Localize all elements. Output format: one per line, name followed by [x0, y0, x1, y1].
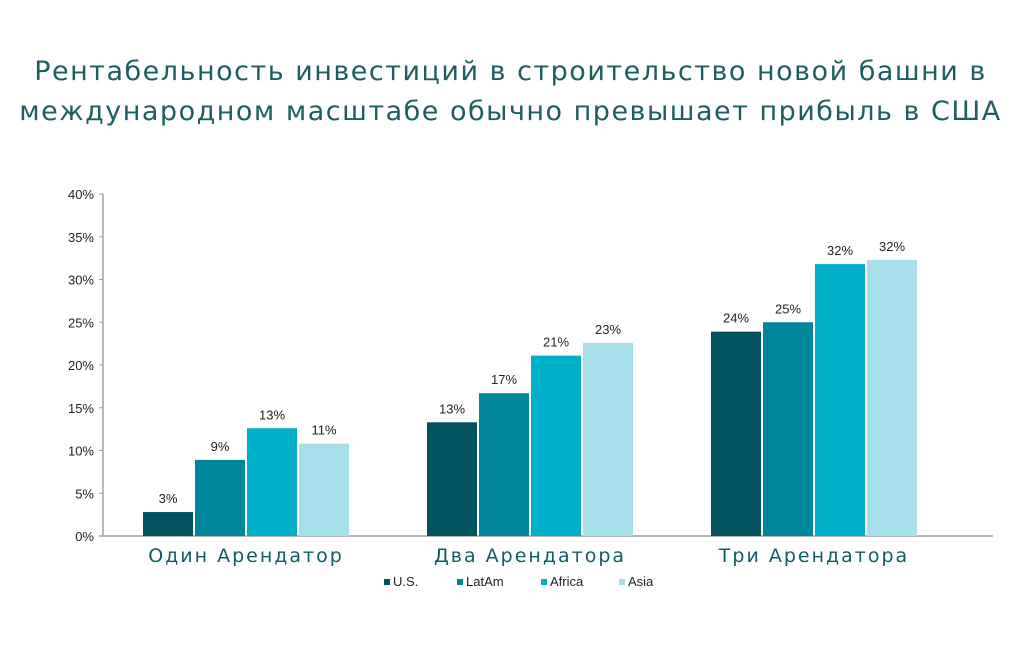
y-tick-label: 0% [75, 529, 94, 544]
y-tick-label: 40% [68, 187, 94, 202]
bar-africa [815, 264, 865, 536]
data-label: 13% [259, 407, 285, 422]
data-label: 25% [775, 301, 801, 316]
bar-us [143, 512, 193, 536]
data-label: 32% [827, 243, 853, 258]
bar-us [427, 422, 477, 536]
bar-asia [583, 342, 633, 536]
data-label: 24% [723, 311, 749, 326]
bar-asia [867, 259, 917, 536]
y-tick-label: 5% [75, 486, 94, 501]
data-label: 32% [879, 239, 905, 254]
title-line-1: Рентабельность инвестиций в строительств… [34, 56, 987, 87]
y-tick-label: 20% [68, 358, 94, 373]
data-label: 9% [211, 439, 230, 454]
x-category-label: Один Арендатор [148, 545, 344, 567]
legend-label: Africa [550, 574, 584, 589]
x-category-label: Два Арендатора [434, 545, 626, 567]
data-label: 13% [439, 401, 465, 416]
bar-africa [531, 355, 581, 536]
y-tick-label: 10% [68, 444, 94, 459]
data-label: 3% [159, 491, 178, 506]
legend-swatch [384, 579, 390, 585]
y-tick-label: 30% [68, 273, 94, 288]
legend-label: LatAm [466, 574, 504, 589]
chart-title: Рентабельность инвестиций в строительств… [0, 52, 1021, 132]
bar-africa [247, 428, 297, 536]
bar-asia [299, 443, 349, 536]
bar-latam [479, 393, 529, 536]
x-category-label: Три Арендатора [718, 545, 909, 567]
bar-latam [763, 322, 813, 536]
legend-label: Asia [628, 574, 654, 589]
data-label: 17% [491, 372, 517, 387]
y-tick-label: 25% [68, 315, 94, 330]
legend-swatch [541, 579, 547, 585]
y-tick-label: 35% [68, 230, 94, 245]
legend-label: U.S. [393, 574, 418, 589]
data-label: 23% [595, 322, 621, 337]
bar-us [711, 331, 761, 536]
y-tick-label: 15% [68, 401, 94, 416]
title-line-2: международном масштабе обычно превышает … [19, 96, 1002, 127]
data-label: 21% [543, 335, 569, 350]
data-label: 11% [311, 423, 336, 438]
bar-latam [195, 459, 245, 536]
legend-swatch [619, 579, 625, 585]
legend-swatch [457, 579, 463, 585]
